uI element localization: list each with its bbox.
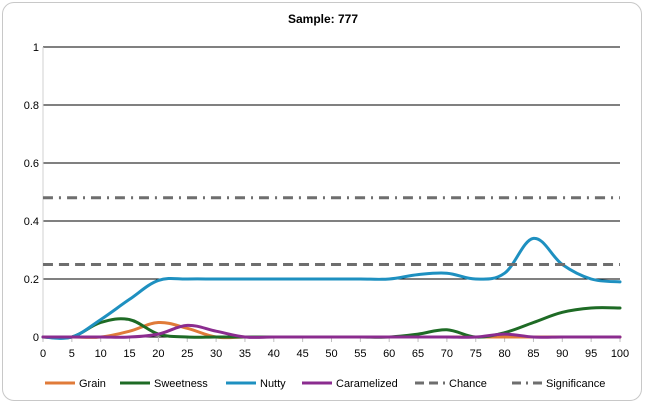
legend-label-nutty: Nutty bbox=[260, 378, 286, 390]
x-tick-label: 90 bbox=[556, 348, 568, 360]
x-tick-label: 35 bbox=[239, 348, 251, 360]
x-tick-label: 65 bbox=[412, 348, 424, 360]
legend-label-chance: Chance bbox=[449, 378, 487, 390]
series-lines bbox=[41, 196, 622, 340]
x-axis: 0 5 10 15 20 25 30 35 40 45 50 55 60 65 70 75 80 85 90 95 10… bbox=[40, 337, 629, 360]
x-tick-label: 60 bbox=[383, 348, 395, 360]
series-line-nutty bbox=[41, 236, 622, 340]
y-tick-label: 0 bbox=[33, 332, 39, 344]
x-tick-label: 45 bbox=[297, 348, 309, 360]
x-tick-label: 95 bbox=[585, 348, 597, 360]
legend-label-sweetness: Sweetness bbox=[154, 378, 208, 390]
y-tick-label: 0.8 bbox=[24, 100, 39, 112]
legend-label-grain: Grain bbox=[79, 378, 106, 390]
x-tick-label: 40 bbox=[268, 348, 280, 360]
chart-title: Sample: 777 bbox=[288, 12, 358, 26]
y-tick-label: 0.6 bbox=[24, 158, 39, 170]
x-tick-label: 30 bbox=[210, 348, 222, 360]
x-tick-label: 0 bbox=[40, 348, 46, 360]
series-line-caramelized bbox=[41, 323, 622, 339]
legend-label-caramelized: Caramelized bbox=[336, 378, 398, 390]
x-tick-label: 80 bbox=[498, 348, 510, 360]
x-tick-label: 100 bbox=[611, 348, 629, 360]
x-tick-label: 10 bbox=[95, 348, 107, 360]
x-tick-label: 85 bbox=[527, 348, 539, 360]
x-tick-label: 5 bbox=[69, 348, 75, 360]
legend: Grain Sweetness Nutty Caramelized Chance Sign… bbox=[45, 378, 605, 390]
x-tick-label: 50 bbox=[325, 348, 337, 360]
x-tick-label: 70 bbox=[441, 348, 453, 360]
y-axis-ticks: 0 0.2 0.4 0.6 0.8 1 bbox=[24, 42, 39, 344]
y-tick-label: 0.2 bbox=[24, 274, 39, 286]
x-tick-label: 75 bbox=[470, 348, 482, 360]
y-tick-label: 1 bbox=[33, 42, 39, 54]
gridlines bbox=[42, 46, 620, 338]
series-line-sweetness bbox=[41, 306, 622, 340]
legend-label-significance: Significance bbox=[546, 378, 605, 390]
x-tick-label: 15 bbox=[123, 348, 135, 360]
x-tick-label: 20 bbox=[152, 348, 164, 360]
x-tick-label: 25 bbox=[181, 348, 193, 360]
x-tick-label: 55 bbox=[354, 348, 366, 360]
series-line-grain bbox=[41, 320, 622, 340]
y-tick-label: 0.4 bbox=[24, 216, 39, 228]
